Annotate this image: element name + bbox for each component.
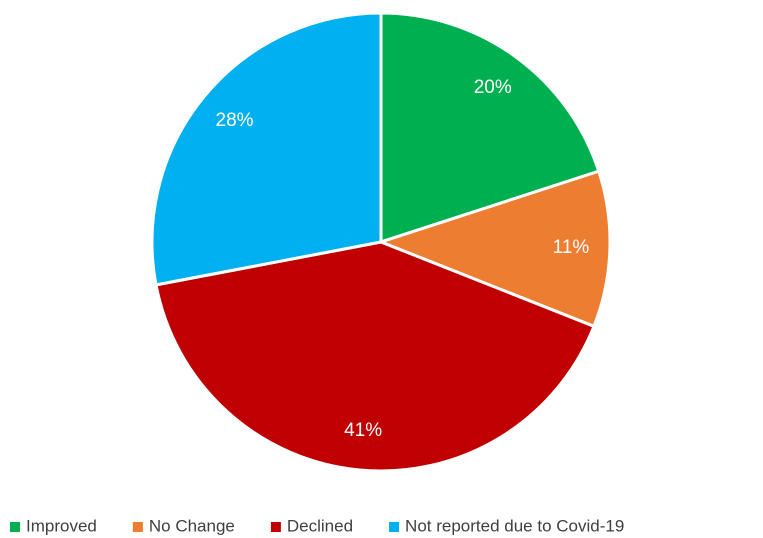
legend-label: Declined	[287, 516, 353, 535]
legend-marker	[10, 522, 20, 532]
pie-slice	[379, 11, 601, 245]
legend-label: Improved	[26, 516, 97, 535]
pie-slice	[154, 240, 596, 473]
legend-marker	[270, 522, 281, 532]
legend-marker	[389, 522, 400, 532]
pie-slice	[376, 169, 612, 329]
data-label: 28%	[216, 110, 254, 131]
data-label: 41%	[344, 420, 382, 441]
legend-marker	[132, 522, 143, 532]
data-label: 11%	[553, 237, 590, 258]
legend-label: No Change	[149, 516, 235, 535]
pie-slice	[150, 11, 383, 287]
data-label: 20%	[474, 77, 512, 98]
legend-label: Not reported due to Covid-19	[405, 516, 624, 535]
